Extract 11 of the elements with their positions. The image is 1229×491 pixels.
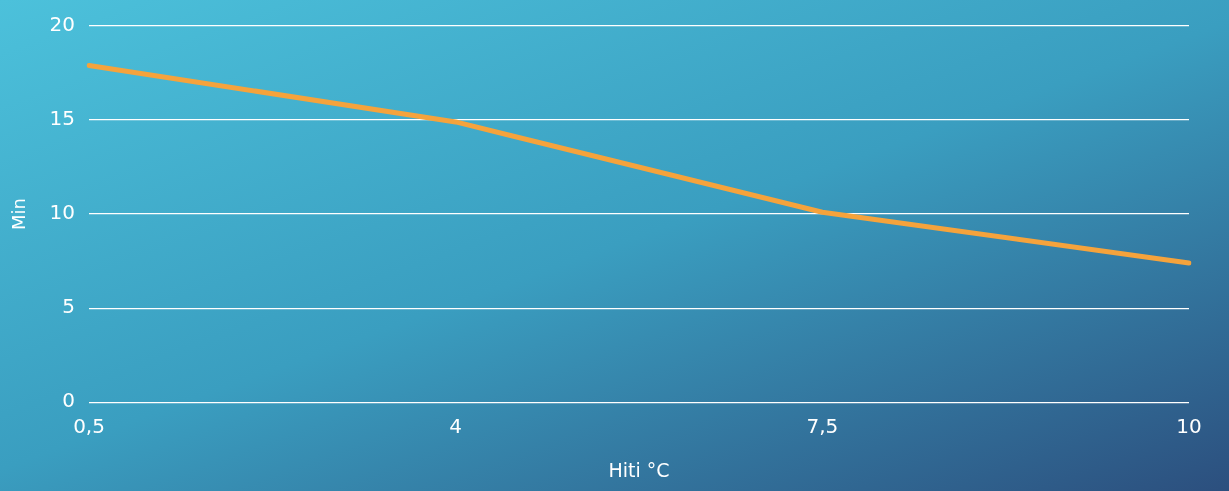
y-tick-label: 5 xyxy=(62,294,76,319)
x-tick-label: 7,5 xyxy=(806,414,839,439)
x-axis-title: Hiti °C xyxy=(608,458,670,481)
y-axis-title: Min xyxy=(8,198,30,231)
x-tick-label: 0,5 xyxy=(73,414,105,439)
x-tick-label: 10 xyxy=(1176,414,1202,439)
x-tick-label: 4 xyxy=(449,414,463,439)
y-tick-label: 0 xyxy=(62,388,76,413)
y-tick-label: 15 xyxy=(49,106,76,131)
y-tick-label: 20 xyxy=(49,12,76,37)
y-tick-label: 10 xyxy=(49,200,76,225)
